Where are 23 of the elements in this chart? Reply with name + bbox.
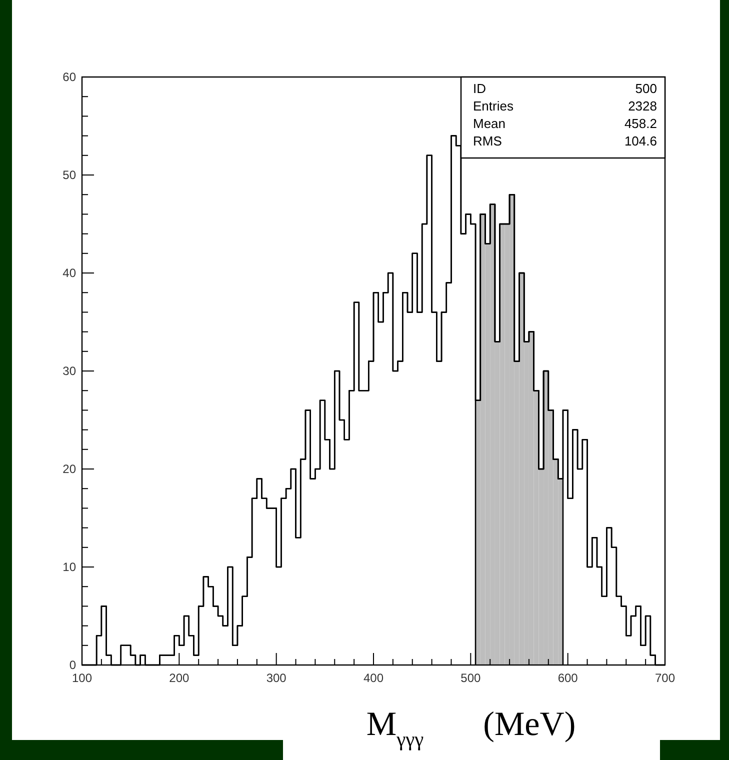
x-tick-label: 600	[558, 671, 578, 685]
y-tick-label: 50	[62, 168, 76, 182]
annotation: 104.6	[624, 134, 657, 148]
annotation: Entries	[473, 98, 514, 114]
x-tick-label: 700	[654, 671, 676, 685]
x-tick-label: 200	[169, 671, 190, 685]
annotation: RMS	[473, 134, 502, 148]
y-tick-label: 10	[62, 560, 76, 574]
y-tick-label: 20	[62, 462, 76, 476]
y-tick-label: 30	[62, 364, 76, 378]
annotation: Mean	[473, 116, 506, 131]
x-tick-label: 400	[363, 671, 384, 685]
annotation: 2328	[628, 98, 657, 114]
x-tick-label: 300	[266, 671, 287, 685]
annotation: 458.2	[624, 116, 657, 131]
y-tick-label: 60	[62, 70, 76, 84]
x-tick-label: 100	[72, 671, 92, 685]
text: M$_{γγγ}$ (MeV)	[366, 706, 576, 751]
y-tick-label: 0	[69, 658, 76, 672]
annotation: 500	[635, 81, 657, 96]
annotation: ID	[473, 81, 486, 96]
x-tick-label: 500	[460, 671, 481, 685]
y-tick-label: 40	[62, 266, 76, 280]
